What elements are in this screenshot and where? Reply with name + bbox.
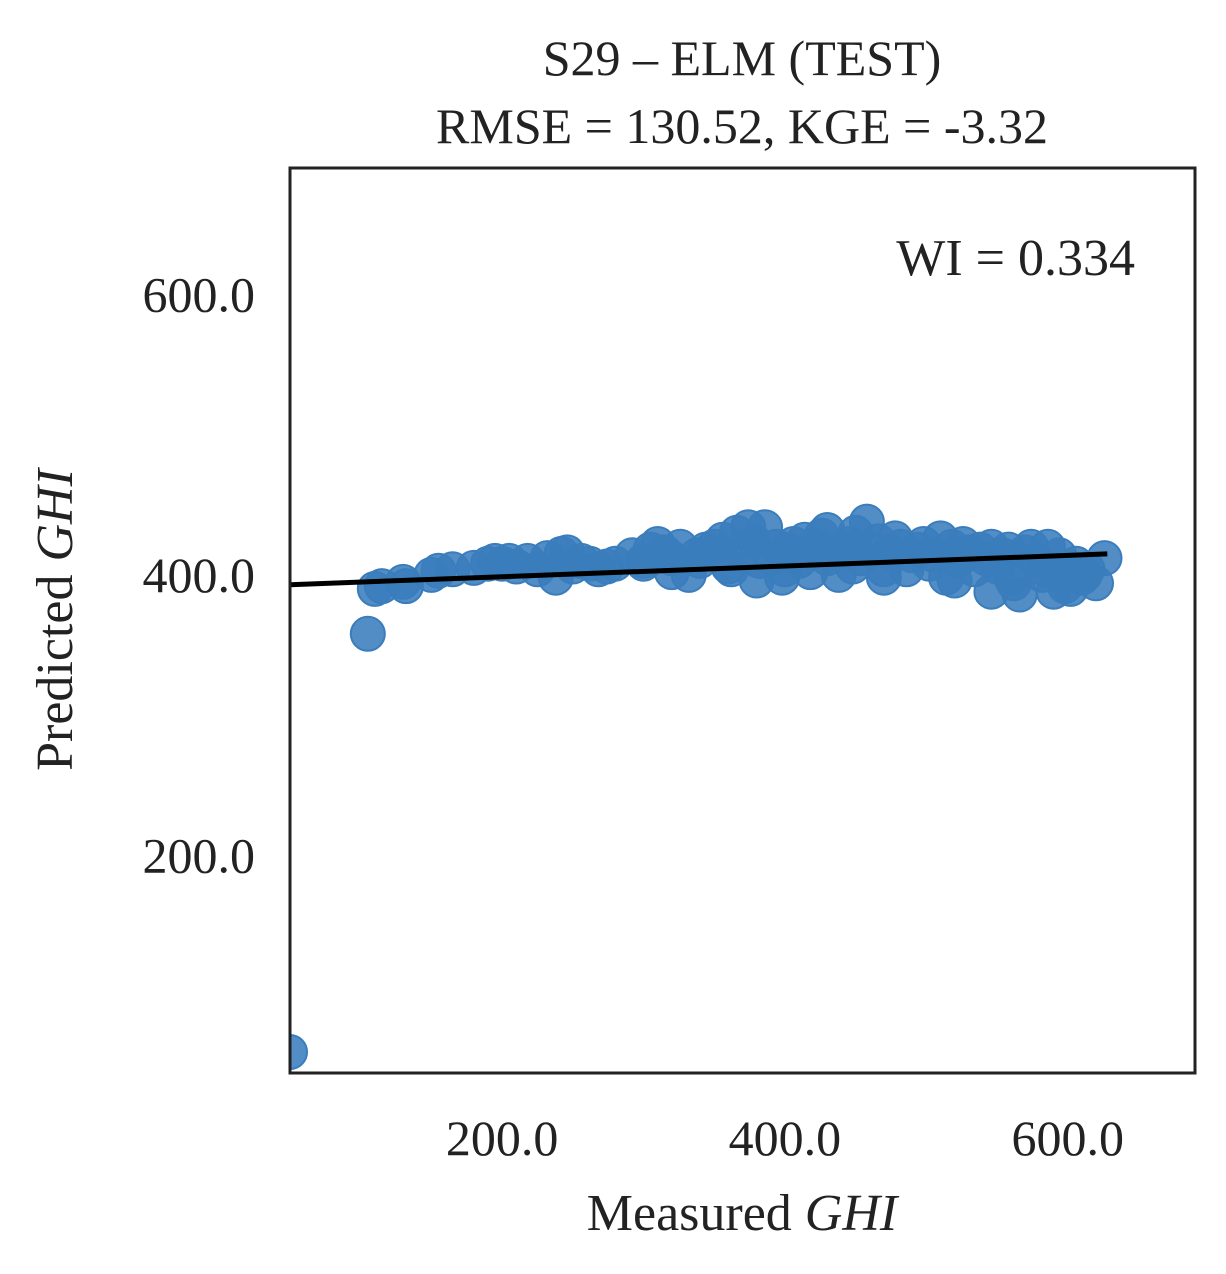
y-tick-labels: 200.0 400.0 600.0 — [143, 266, 256, 883]
x-axis-label-italic: GHI — [805, 1185, 900, 1242]
data-point — [865, 551, 902, 588]
x-tick-labels: 200.0 400.0 600.0 — [446, 1110, 1124, 1166]
data-point — [936, 562, 973, 599]
data-point — [349, 615, 386, 652]
y-tick-label: 400.0 — [143, 547, 256, 603]
data-point — [290, 1034, 308, 1070]
y-axis-label: Predicted GHI — [27, 466, 84, 770]
y-tick-label: 200.0 — [143, 828, 256, 884]
data-points — [290, 503, 1123, 1070]
x-tick-label: 200.0 — [446, 1110, 559, 1166]
data-point — [809, 540, 846, 577]
x-tick-label: 400.0 — [729, 1110, 842, 1166]
chart-subtitle: RMSE = 130.52, KGE = -3.32 — [436, 98, 1048, 154]
fit-line-layer — [289, 551, 1108, 588]
fit-line — [289, 551, 1108, 588]
y-tick-label: 600.0 — [143, 266, 256, 322]
wi-annotation: WI = 0.334 — [896, 230, 1135, 287]
x-axis-label: Measured GHI — [587, 1185, 900, 1242]
y-axis-label-text: Predicted — [27, 562, 84, 771]
x-tick-label: 600.0 — [1011, 1110, 1124, 1166]
data-point — [625, 545, 662, 582]
x-axis-label-text: Measured — [587, 1185, 805, 1242]
plot-frame — [288, 166, 1197, 1075]
y-axis-label-italic: GHI — [27, 466, 84, 561]
data-point — [1027, 551, 1064, 588]
data-point — [973, 573, 1010, 610]
chart-title: S29 – ELM (TEST) — [543, 30, 942, 86]
